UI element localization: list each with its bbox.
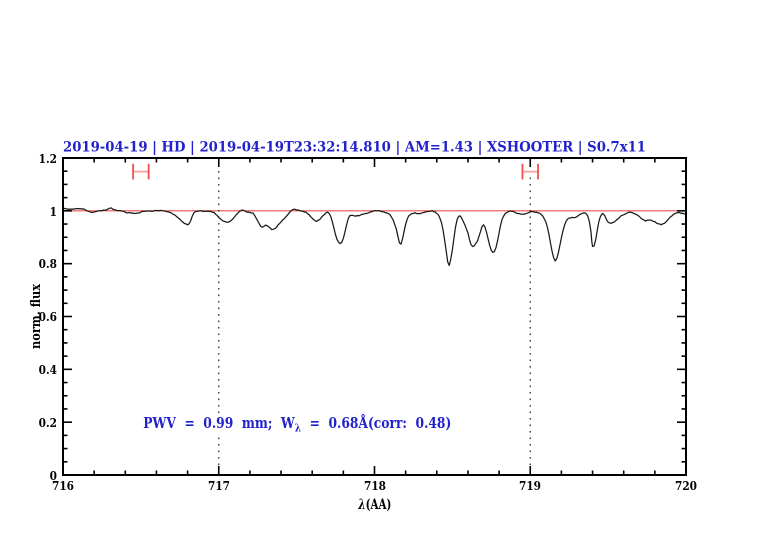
- pwv-text: PWV = 0.99 mm; W: [143, 414, 295, 433]
- y-tick-label: 0.2: [38, 415, 57, 430]
- plot-title: 2019-04-19 | HD | 2019-04-19T23:32:14.81…: [63, 139, 646, 156]
- lambda-symbol: λ: [358, 497, 366, 513]
- y-tick-label: 0: [49, 468, 57, 483]
- y-tick-label: 0.4: [38, 363, 57, 378]
- y-tick-label: 0.8: [38, 257, 57, 272]
- x-tick-label: 719: [519, 479, 542, 494]
- y-tick-label: 0.6: [38, 310, 57, 325]
- ew-text: = 0.68Å(corr: 0.48): [301, 414, 452, 433]
- y-tick-label: 1: [49, 204, 57, 219]
- y-tick-label: 1.2: [38, 151, 57, 166]
- x-tick-label: 720: [674, 479, 697, 494]
- x-tick-label: 718: [363, 479, 386, 494]
- x-tick-label: 716: [51, 479, 74, 494]
- x-axis-unit: (AA): [365, 497, 392, 513]
- pwv-annotation: PWV = 0.99 mm; Wλ = 0.68Å(corr: 0.48): [140, 413, 454, 436]
- x-tick-label: 717: [207, 479, 230, 494]
- lambda-subscript: λ: [294, 421, 302, 435]
- x-axis-title: λ(AA): [358, 497, 391, 513]
- spectrum-curve: [62, 207, 687, 267]
